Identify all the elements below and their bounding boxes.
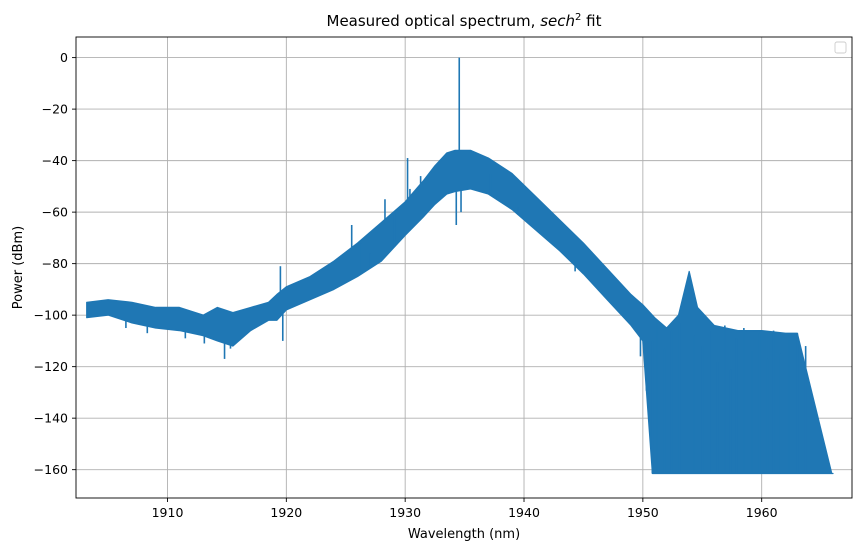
spectrum-band bbox=[86, 149, 834, 475]
x-tick-label: 1940 bbox=[508, 505, 540, 520]
chart-title: Measured optical spectrum, sech2 fit bbox=[327, 12, 602, 30]
legend-box bbox=[834, 41, 847, 54]
x-tick-label: 1950 bbox=[627, 505, 659, 520]
y-tick-label: −100 bbox=[34, 308, 68, 323]
y-tick-label: −20 bbox=[42, 102, 68, 117]
y-tick-label: −40 bbox=[42, 153, 68, 168]
y-tick-label: −120 bbox=[34, 359, 68, 374]
y-tick-label: −60 bbox=[42, 205, 68, 220]
ticks: 1910 1920 1930 1940 1950 1960 0 −20 −40 −60 −80 −10… bbox=[34, 50, 778, 520]
x-axis-label: Wavelength (nm) bbox=[408, 527, 520, 542]
title-main: Measured optical spectrum, bbox=[327, 12, 541, 30]
x-tick-label: 1910 bbox=[152, 505, 184, 520]
title-superscript: 2 bbox=[575, 12, 581, 23]
plot-area bbox=[86, 57, 834, 475]
x-tick-label: 1960 bbox=[746, 505, 778, 520]
title-math: sech bbox=[540, 12, 575, 30]
y-axis-label: Power (dBm) bbox=[11, 226, 26, 309]
y-tick-label: −80 bbox=[42, 256, 68, 271]
x-tick-label: 1920 bbox=[270, 505, 302, 520]
y-tick-label: −160 bbox=[34, 462, 68, 477]
y-tick-label: 0 bbox=[60, 50, 68, 65]
axes-frame bbox=[75, 36, 853, 499]
x-tick-label: 1930 bbox=[389, 505, 421, 520]
title-suffix: fit bbox=[581, 12, 601, 30]
y-tick-label: −140 bbox=[34, 411, 68, 426]
